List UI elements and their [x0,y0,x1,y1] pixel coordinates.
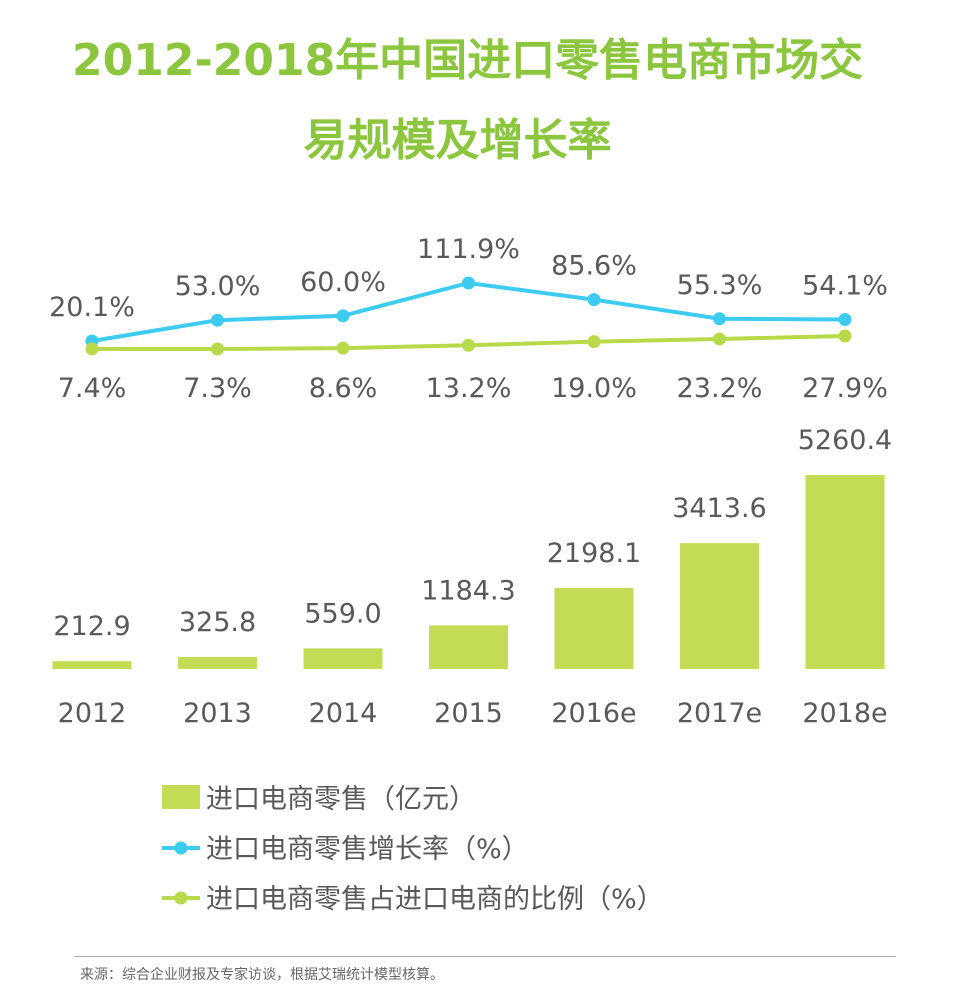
share-label-2016e: 19.0% [551,373,637,404]
share-point-2013 [211,342,224,356]
share-point-2012 [85,342,99,356]
x-tick-2012: 2012 [58,698,127,729]
share-label-2012: 7.4% [58,373,127,404]
bar-label-2017e: 3413.6 [672,493,766,524]
legend-bar-label: 进口电商零售（亿元） [206,784,476,815]
source-note: 来源：综合企业财报及专家访谈，根据艾瑞统计模型核算。 [80,967,444,983]
growth-label-2017e: 55.3% [677,270,763,301]
x-tick-2013: 2013 [183,698,252,729]
bar-2017e [680,543,759,669]
chart-title-line2: 易规模及增长率 [303,115,612,166]
legend-bar-swatch [162,785,200,809]
share-label-2015: 13.2% [426,373,512,404]
growth-point-2015 [462,276,475,290]
source-divider [74,956,896,957]
growth-point-2016e [587,293,601,307]
bar-2012 [52,661,132,669]
growth-point-2014 [336,309,350,323]
growth-point-2013 [211,313,224,327]
x-tick-2014: 2014 [309,698,378,729]
x-tick-2017e: 2017e [677,698,762,729]
growth-label-2012: 20.1% [49,292,135,323]
share-point-2016e [587,335,601,349]
bar-2018e [805,475,885,669]
growth-point-2017e [713,312,726,326]
growth-label-2018e: 54.1% [802,271,888,302]
bar-2016e [554,587,634,669]
bar-label-2012: 212.9 [53,611,130,642]
growth-label-2014: 60.0% [300,267,386,298]
legend-share-label: 进口电商零售占进口电商的比例（%） [206,884,664,915]
growth-label-2013: 53.0% [175,271,261,302]
share-label-2017e: 23.2% [677,373,763,404]
share-point-2017e [713,332,726,346]
bar-label-2018e: 5260.4 [798,425,892,456]
bar-label-2016e: 2198.1 [547,538,641,569]
share-point-2018e [838,329,852,343]
bar-label-2013: 325.8 [179,607,256,638]
x-tick-2016e: 2016e [551,698,636,729]
x-tick-2015: 2015 [434,698,503,729]
legend-share-marker [174,891,188,905]
x-tick-2018e: 2018e [802,698,887,729]
chart-title-line1: 2012-2018年中国进口零售电商市场交 [72,35,864,86]
growth-point-2018e [838,313,852,327]
legend-growth-label: 进口电商零售增长率（%） [206,834,529,865]
bar-label-2014: 559.0 [304,598,381,629]
growth-label-2016e: 85.6% [551,251,637,282]
share-label-2014: 8.6% [309,373,378,404]
share-point-2015 [462,338,475,352]
legend-growth-marker [174,841,188,855]
bar-2013 [178,656,257,669]
bar-2014 [303,648,383,669]
share-point-2014 [336,341,350,355]
share-label-2018e: 27.9% [802,373,888,404]
bar-label-2015: 1184.3 [421,575,515,606]
share-label-2013: 7.3% [183,373,252,404]
bar-2015 [429,625,508,669]
growth-label-2015: 111.9% [417,234,520,265]
